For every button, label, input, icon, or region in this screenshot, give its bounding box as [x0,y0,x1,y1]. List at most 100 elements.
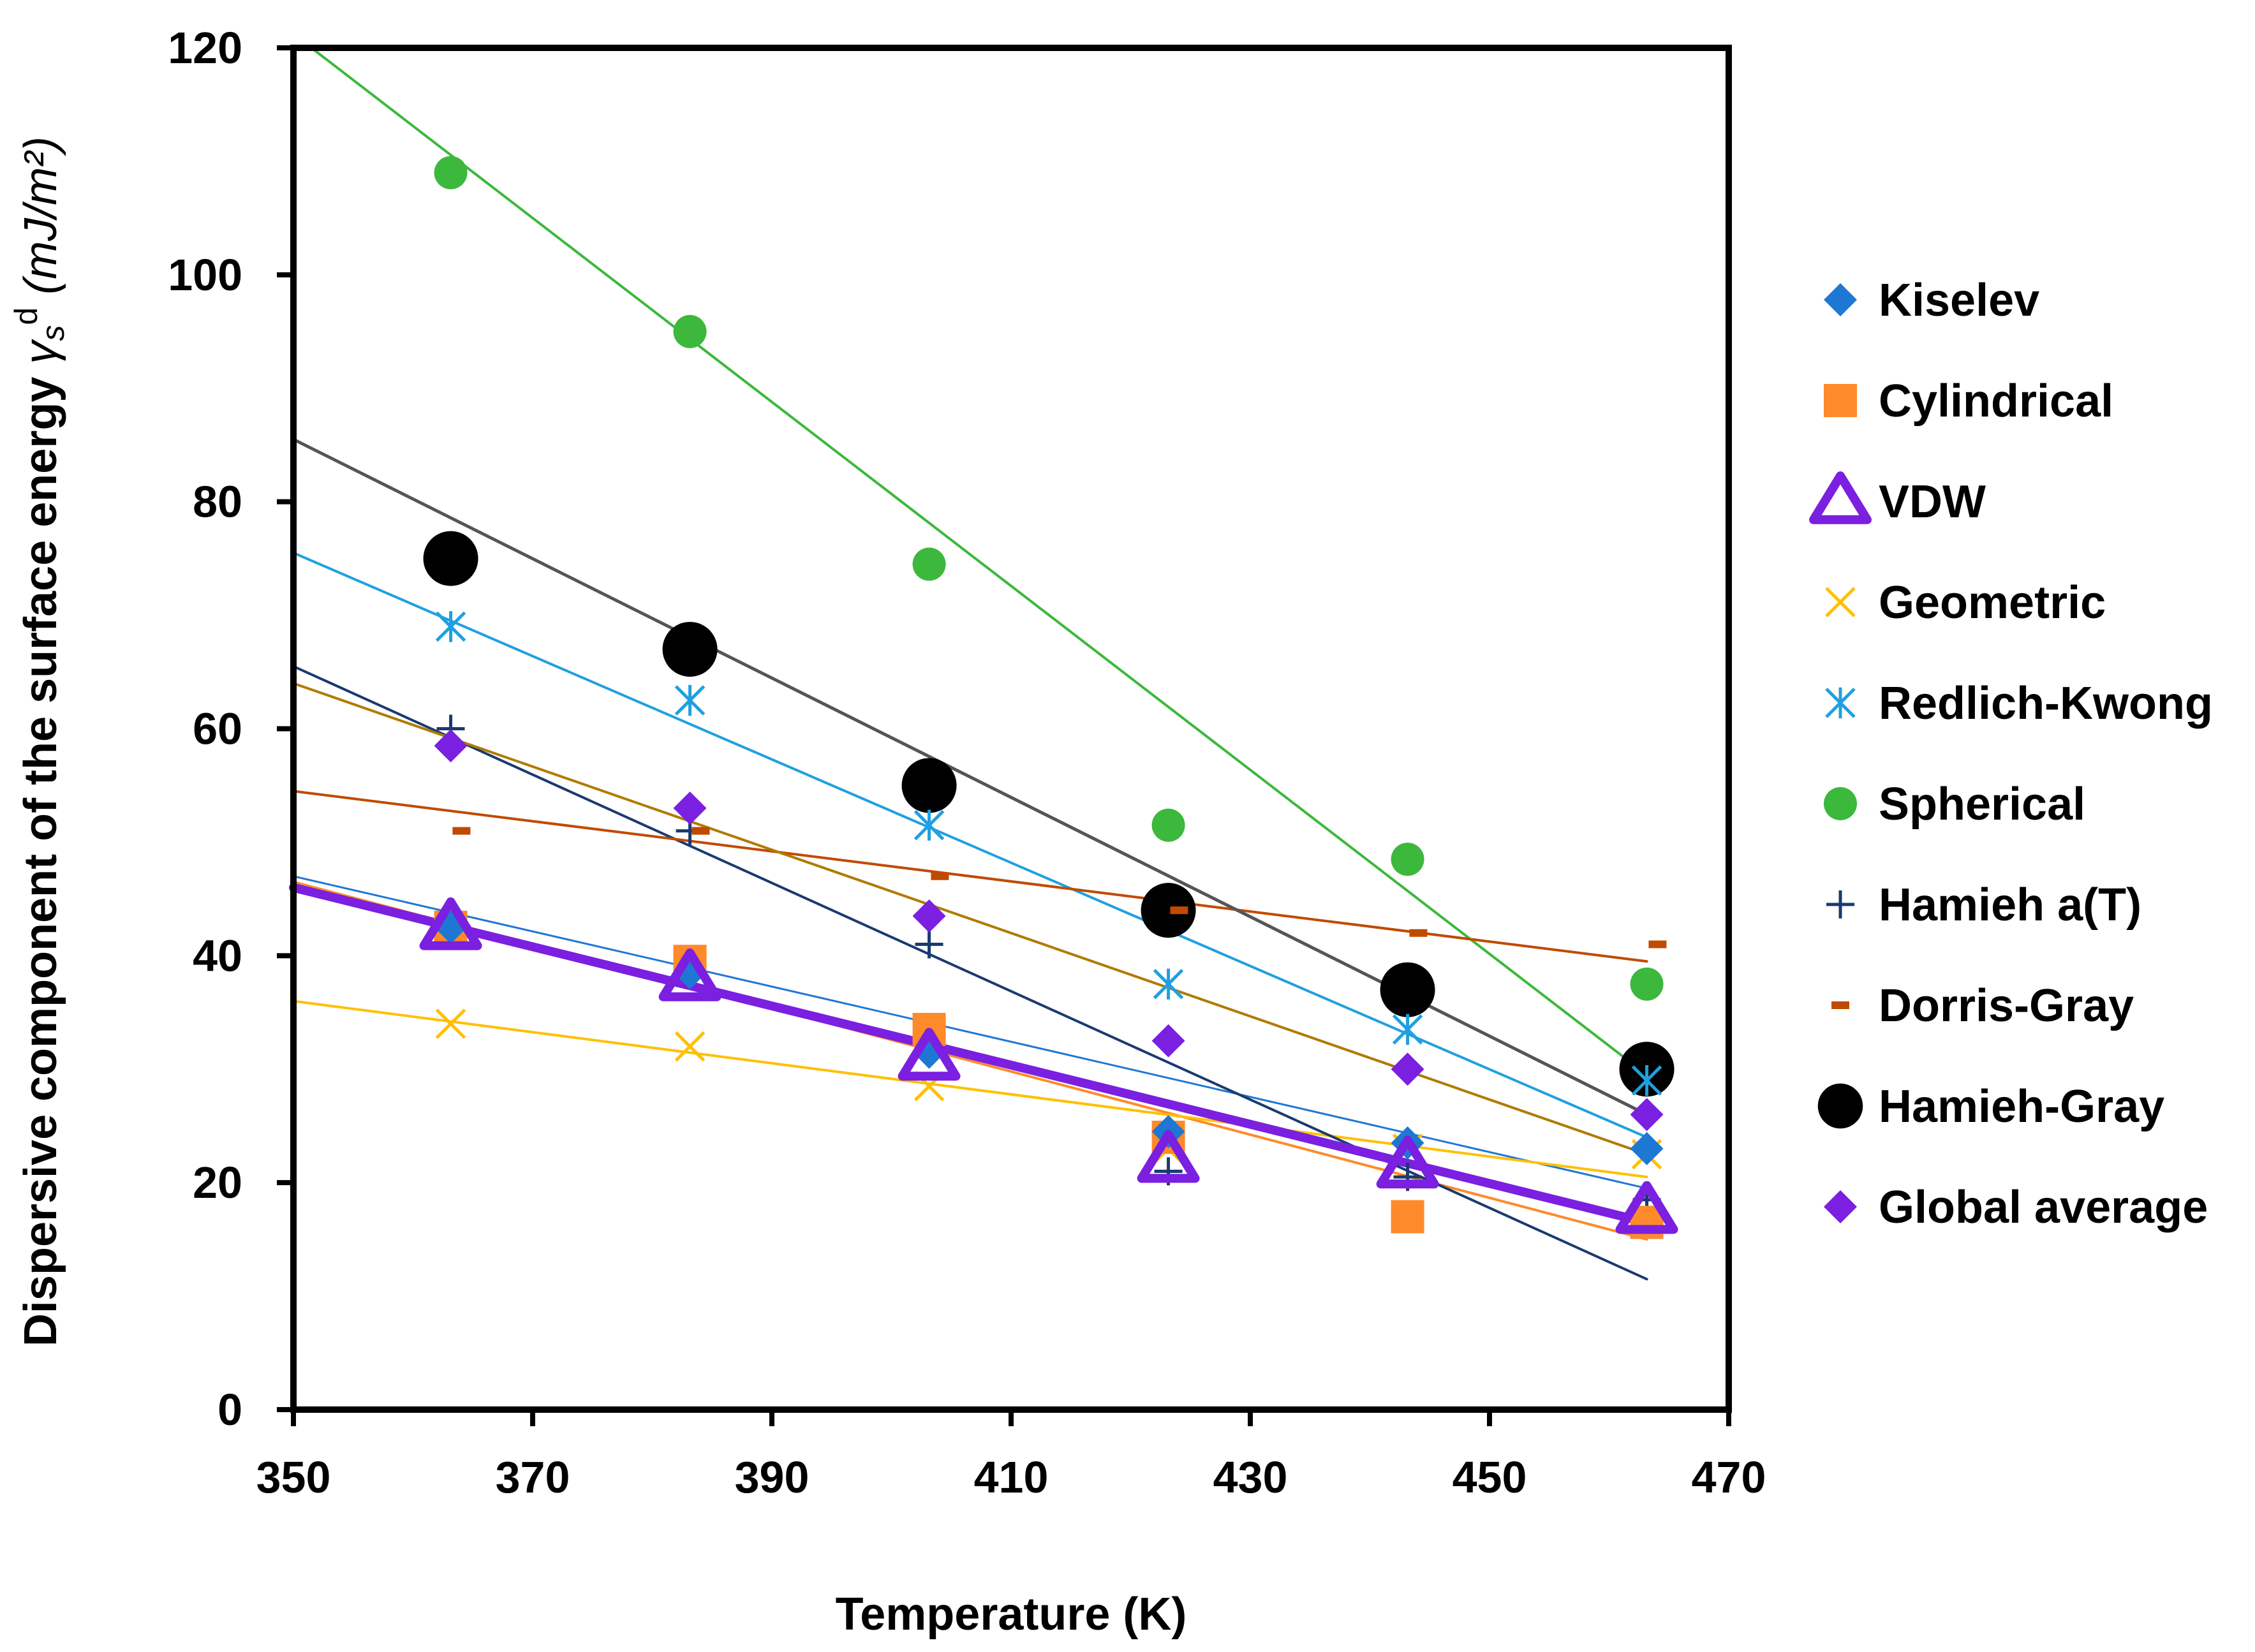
trend-line-hamieh-gray [292,438,1649,1116]
y-axis-ticks: 0 20 40 60 80 100 120 [168,23,293,1434]
y-tick-label-120: 120 [168,23,242,73]
legend-label-cylindrical: Cylindrical [1879,376,2113,427]
legend-item-geometric: Geometric [1825,577,2106,628]
point-dorris-gray-4 [1409,929,1428,937]
point-redlich-kwong-4 [1392,1014,1423,1045]
legend-label-geometric: Geometric [1879,577,2106,628]
point-vdw-3 [1137,1130,1200,1183]
point-hamieh-gray-0 [423,531,478,586]
trend-line-spherical [310,47,1648,1077]
trend-lines [289,47,1652,1281]
legend-marker-spherical [1824,787,1857,820]
trend-line-vdw-bold [289,883,1652,1227]
point-vdw-2 [898,1028,961,1081]
point-hamieh-gray-1 [662,621,718,677]
point-global-average-5 [1630,1098,1664,1132]
legend-label-global-average: Global average [1879,1182,2208,1233]
legend-label-dorris-gray: Dorris-Gray [1879,980,2134,1031]
legend-marker-cylindrical [1824,384,1857,417]
y-axis-title-gamma: γ [15,339,66,364]
point-redlich-kwong-3 [1153,968,1184,1000]
point-global-average-0 [434,729,468,763]
point-dorris-gray-2 [931,872,949,880]
point-hamieh-gray-4 [1380,962,1435,1017]
point-spherical-3 [1151,808,1185,842]
trend-line-geometric [292,999,1648,1179]
legend-label-kiselev: Kiselev [1879,275,2039,326]
point-hamieh-gray-3 [1141,883,1196,938]
legend-marker-geometric [1825,587,1856,617]
point-dorris-gray-3 [1170,906,1188,915]
legend-item-vdw: VDW [1809,471,1986,527]
y-axis-title: Dispersive component of the surface ener… [8,136,71,1346]
legend-item-spherical: Spherical [1824,779,2085,830]
point-redlich-kwong-0 [435,611,466,642]
legend-item-dorris-gray: Dorris-Gray [1831,980,2134,1031]
legend-label-redlich-kwong: Redlich-Kwong [1879,678,2213,729]
point-vdw-5 [1615,1181,1678,1234]
x-tick-label-470: 470 [1692,1452,1766,1502]
y-tick-label-40: 40 [193,931,242,980]
legend-item-redlich-kwong: Redlich-Kwong [1825,678,2213,729]
legend-item-global-average: Global average [1824,1182,2208,1233]
legend-marker-hamieh-a-t- [1826,890,1854,918]
point-spherical-4 [1391,843,1424,876]
legend-marker-kiselev [1824,283,1857,316]
x-tick-label-410: 410 [974,1452,1049,1502]
y-tick-label-20: 20 [193,1158,242,1207]
point-dorris-gray-1 [691,827,710,835]
x-tick-label-450: 450 [1453,1452,1527,1502]
trend-line-redlich-kwong [292,551,1648,1139]
y-tick-label-80: 80 [193,477,242,527]
legend-label-hamieh-gray: Hamieh-Gray [1879,1081,2164,1132]
data-markers [419,156,1678,1239]
y-tick-label-0: 0 [218,1385,242,1434]
trend-line-global-average [292,682,1648,1156]
point-global-average-2 [912,899,946,933]
y-axis-title-sub: s [35,325,71,341]
point-global-average-1 [673,792,707,825]
x-axis-title: Temperature (K) [836,1589,1187,1640]
point-geometric-1 [674,1031,706,1062]
y-axis-title-main: Dispersive component of the surface ener… [15,364,66,1346]
legend-item-cylindrical: Cylindrical [1824,376,2113,427]
point-hamieh-gray-2 [901,758,957,813]
point-redlich-kwong-1 [674,684,706,716]
y-tick-label-100: 100 [168,250,242,300]
legend-item-hamieh-a-t-: Hamieh a(T) [1826,880,2141,931]
point-global-average-4 [1391,1052,1424,1086]
point-spherical-0 [434,156,468,189]
legend-item-hamieh-gray: Hamieh-Gray [1817,1081,2164,1132]
legend-marker-redlich-kwong [1825,687,1856,719]
point-global-average-3 [1151,1024,1185,1058]
x-tick-label-390: 390 [735,1452,810,1502]
legend-label-hamieh-a-t-: Hamieh a(T) [1879,880,2141,931]
x-axis-ticks: 350 370 390 410 430 450 470 [256,1410,1766,1502]
legend-marker-dorris-gray [1831,1001,1849,1009]
trend-line-kiselev [292,875,1648,1190]
legend: Kiselev Cylindrical VDW Geometric Redlich-Kw… [1809,275,2213,1233]
point-dorris-gray-5 [1648,940,1667,948]
point-dorris-gray-0 [452,827,471,835]
legend-label-vdw: VDW [1879,476,1986,527]
legend-marker-hamieh-gray [1817,1083,1863,1129]
point-vdw-1 [658,948,721,1001]
point-spherical-2 [912,547,946,581]
point-geometric-0 [435,1008,466,1039]
x-tick-label-430: 430 [1213,1452,1288,1502]
point-vdw-0 [419,897,482,950]
trend-line-hamieh-a-t- [292,665,1648,1281]
legend-label-spherical: Spherical [1879,779,2085,830]
legend-marker-global-average [1824,1190,1857,1223]
point-vdw-4 [1376,1135,1439,1189]
point-hamieh-a-t--2 [915,930,943,959]
y-axis-title-units: (mJ/m²) [15,136,66,307]
x-tick-label-350: 350 [256,1452,331,1502]
point-redlich-kwong-2 [913,809,945,841]
legend-item-kiselev: Kiselev [1824,275,2039,326]
point-redlich-kwong-5 [1631,1065,1662,1096]
point-kiselev-5 [1630,1132,1664,1165]
point-spherical-1 [673,314,707,348]
